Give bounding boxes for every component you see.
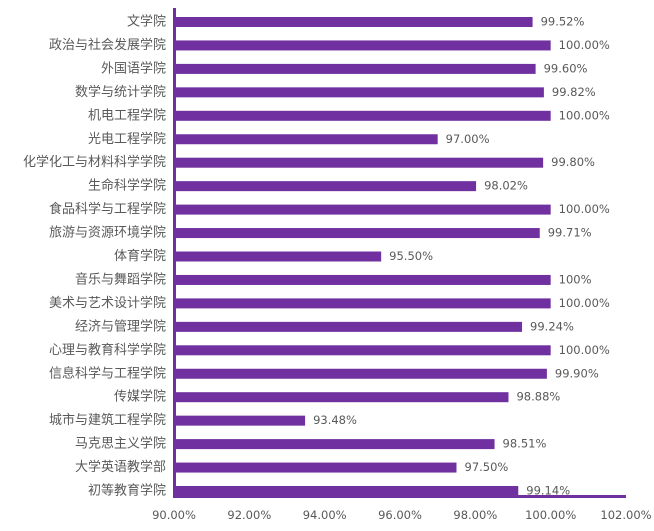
data-label: 99.71% <box>548 226 592 240</box>
data-label: 99.82% <box>552 85 596 99</box>
bar <box>176 110 551 121</box>
x-tick-label: 96.00% <box>378 508 422 522</box>
bar <box>176 157 544 168</box>
data-label: 100.00% <box>559 296 610 310</box>
bar <box>176 251 382 262</box>
bar <box>176 17 533 27</box>
data-label: 97.50% <box>465 460 509 474</box>
category-label: 美术与艺术设计学院 <box>49 295 166 311</box>
bar <box>176 462 457 473</box>
bar <box>176 321 523 332</box>
x-tick-label: 94.00% <box>303 508 347 522</box>
category-label: 体育学院 <box>114 248 166 264</box>
category-label: 城市与建筑工程学院 <box>49 412 166 428</box>
data-label: 98.51% <box>503 437 547 451</box>
data-label: 93.48% <box>313 413 357 427</box>
category-label: 马克思主义学院 <box>75 436 166 452</box>
category-label: 化学化工与材料科学学院 <box>23 154 166 170</box>
bar <box>176 415 306 426</box>
data-label: 100% <box>559 272 592 286</box>
data-label: 99.52% <box>541 15 585 29</box>
category-label: 大学英语教学部 <box>75 459 166 475</box>
category-label: 信息科学与工程学院 <box>49 365 166 381</box>
bar <box>176 274 551 285</box>
bar <box>176 40 551 51</box>
data-label: 98.88% <box>516 390 560 404</box>
category-label: 机电工程学院 <box>88 107 166 123</box>
bar <box>176 486 519 496</box>
category-label: 外国语学院 <box>101 60 166 76</box>
data-label: 99.14% <box>526 484 570 498</box>
category-label: 数学与统计学院 <box>75 84 166 100</box>
data-label: 99.80% <box>551 155 595 169</box>
data-label: 100.00% <box>559 202 610 216</box>
category-label: 心理与教育科学学院 <box>49 342 166 358</box>
data-label: 99.24% <box>530 319 574 333</box>
category-label: 光电工程学院 <box>88 131 166 147</box>
category-label: 初等教育学院 <box>88 483 166 499</box>
x-tick-label: 102.00% <box>600 508 651 522</box>
data-label: 98.02% <box>484 179 528 193</box>
bar <box>176 345 551 356</box>
x-tick-label: 90.00% <box>152 508 196 522</box>
bar <box>176 87 544 98</box>
category-label: 政治与社会发展学院 <box>49 37 166 53</box>
bar <box>176 181 477 192</box>
data-label: 97.00% <box>446 132 490 146</box>
category-label: 音乐与舞蹈学院 <box>75 271 166 287</box>
data-label: 100.00% <box>559 38 610 52</box>
category-label: 文学院 <box>127 14 166 30</box>
data-label: 99.90% <box>555 366 599 380</box>
data-label: 100.00% <box>559 343 610 357</box>
x-axis-line <box>173 495 626 498</box>
y-axis-line <box>173 8 176 498</box>
category-label: 经济与管理学院 <box>75 318 166 334</box>
bar <box>176 439 495 450</box>
bar <box>176 368 547 379</box>
data-label: 99.60% <box>544 61 588 75</box>
category-label: 生命科学学院 <box>88 178 166 194</box>
bar <box>176 298 551 309</box>
bar <box>176 134 438 145</box>
category-label: 旅游与资源环境学院 <box>49 225 166 241</box>
data-label: 100.00% <box>559 108 610 122</box>
bar <box>176 63 536 74</box>
x-tick-label: 98.00% <box>453 508 497 522</box>
x-tick-label: 100.00% <box>525 508 576 522</box>
x-tick-label: 92.00% <box>227 508 271 522</box>
bar <box>176 204 551 215</box>
category-label: 传媒学院 <box>114 389 166 405</box>
category-label: 食品科学与工程学院 <box>49 201 166 217</box>
data-label: 95.50% <box>389 249 433 263</box>
bar <box>176 392 509 403</box>
bar <box>176 228 540 239</box>
